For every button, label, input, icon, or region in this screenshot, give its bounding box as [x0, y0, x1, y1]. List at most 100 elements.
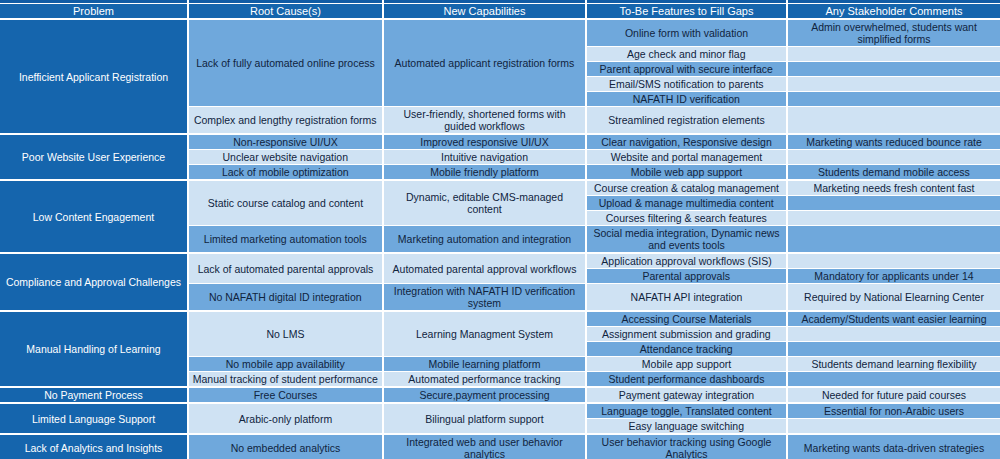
problem-cell: Compliance and Approval Challenges — [0, 253, 188, 311]
feature-cell: User behavior tracking using Google Anal… — [586, 434, 787, 459]
new-capability-cell: User-friendly, shortened forms with guid… — [383, 107, 586, 135]
comment-cell — [787, 47, 1000, 62]
root-cause-cell: No LMS — [188, 311, 383, 357]
root-cause-cell: Non-responsive UI/UX — [188, 134, 383, 150]
comment-cell — [787, 62, 1000, 77]
new-capability-cell: Secure,payment processing — [383, 387, 586, 403]
comment-cell — [787, 107, 1000, 135]
feature-cell: NAFATH ID verification — [586, 92, 787, 107]
new-capability-cell: Integration with NAFATH ID verification … — [383, 284, 586, 312]
column-header-root-causes: Root Cause(s) — [188, 4, 383, 20]
table-row: Poor Website User ExperienceNon-responsi… — [0, 134, 1000, 150]
comment-cell — [787, 196, 1000, 211]
problem-cell: No Payment Process — [0, 387, 188, 403]
comment-cell: Marketing needs fresh content fast — [787, 180, 1000, 196]
column-header-problem: Problem — [0, 4, 188, 20]
gap-analysis-table: Problem Root Cause(s) New Capabilities T… — [0, 0, 1000, 459]
feature-cell: Mobile web app support — [586, 165, 787, 181]
root-cause-cell: Lack of fully automated online process — [188, 19, 383, 107]
feature-cell: Clear navigation, Responsive design — [586, 134, 787, 150]
root-cause-cell: Lack of automated parental approvals — [188, 253, 383, 284]
header-row: Problem Root Cause(s) New Capabilities T… — [0, 4, 1000, 20]
comment-cell: Students demand learning flexibility — [787, 357, 1000, 372]
comment-cell: Required by National Elearning Center — [787, 284, 1000, 312]
table-row: Inefficient Applicant RegistrationLack o… — [0, 19, 1000, 47]
comment-cell: Academy/Students want easier learning — [787, 311, 1000, 327]
comment-cell: Admin overwhelmed, students want simplif… — [787, 19, 1000, 47]
comment-cell — [787, 419, 1000, 435]
column-header-stakeholder-comments: Any Stakeholder Comments — [787, 4, 1000, 20]
new-capability-cell: Integrated web and user behavior analyti… — [383, 434, 586, 459]
feature-cell: Language toggle, Translated content — [586, 403, 787, 419]
root-cause-cell: Static course catalog and content — [188, 180, 383, 226]
root-cause-cell: Complex and lengthy registration forms — [188, 107, 383, 135]
feature-cell: NAFATH API integration — [586, 284, 787, 312]
new-capability-cell: Bilingual platform support — [383, 403, 586, 434]
feature-cell: Attendance tracking — [586, 342, 787, 357]
gap-analysis-spreadsheet: { "palette": { "dark_blue": "#1565ad", "… — [0, 0, 1000, 459]
root-cause-cell: Manual tracking of student performance — [188, 372, 383, 388]
table-row: Compliance and Approval ChallengesLack o… — [0, 253, 1000, 269]
table-row: Low Content EngagementStatic course cata… — [0, 180, 1000, 196]
feature-cell: Parent approval with secure interface — [586, 62, 787, 77]
problem-cell: Poor Website User Experience — [0, 134, 188, 180]
comment-cell — [787, 342, 1000, 357]
feature-cell: Online form with validation — [586, 19, 787, 47]
root-cause-cell: Limited marketing automation tools — [188, 226, 383, 254]
feature-cell: Streamlined registration elements — [586, 107, 787, 135]
comment-cell: Marketing wants data-driven strategies — [787, 434, 1000, 459]
feature-cell: Email/SMS notification to parents — [586, 77, 787, 92]
feature-cell: Student performance dashboards — [586, 372, 787, 388]
new-capability-cell: Mobile learning platform — [383, 357, 586, 372]
comment-cell — [787, 211, 1000, 226]
root-cause-cell: Unclear website navigation — [188, 150, 383, 165]
feature-cell: Course creation & catalog management — [586, 180, 787, 196]
new-capability-cell: Dynamic, editable CMS-managed content — [383, 180, 586, 226]
feature-cell: Application approval workflows (SIS) — [586, 253, 787, 269]
table-row: Limited Language SupportArabic-only plat… — [0, 403, 1000, 419]
table-row: Manual Handling of LearningNo LMSLearnin… — [0, 311, 1000, 327]
new-capability-cell: Automated performance tracking — [383, 372, 586, 388]
problem-cell: Manual Handling of Learning — [0, 311, 188, 387]
new-capability-cell: Mobile friendly platform — [383, 165, 586, 181]
comment-cell — [787, 253, 1000, 269]
root-cause-cell: No NAFATH digital ID integration — [188, 284, 383, 312]
new-capability-cell: Automated parental approval workflows — [383, 253, 586, 284]
comment-cell: Marketing wants reduced bounce rate — [787, 134, 1000, 150]
root-cause-cell: Arabic-only platform — [188, 403, 383, 434]
new-capability-cell: Learning Managment System — [383, 311, 586, 357]
problem-cell: Limited Language Support — [0, 403, 188, 434]
feature-cell: Payment gateway integration — [586, 387, 787, 403]
comment-cell — [787, 372, 1000, 388]
feature-cell: Accessing Course Materials — [586, 311, 787, 327]
table-row: Lack of Analytics and InsightsNo embedde… — [0, 434, 1000, 459]
feature-cell: Upload & manage multimedia content — [586, 196, 787, 211]
new-capability-cell: Marketing automation and integration — [383, 226, 586, 254]
problem-cell: Inefficient Applicant Registration — [0, 19, 188, 134]
feature-cell: Website and portal management — [586, 150, 787, 165]
comment-cell: Mandatory for applicants under 14 — [787, 269, 1000, 284]
root-cause-cell: Free Courses — [188, 387, 383, 403]
feature-cell: Social media integration, Dynamic news a… — [586, 226, 787, 254]
comment-cell — [787, 327, 1000, 342]
root-cause-cell: No embedded analytics — [188, 434, 383, 459]
comment-cell: Essential for non-Arabic users — [787, 403, 1000, 419]
feature-cell: Mobile app support — [586, 357, 787, 372]
root-cause-cell: No mobile app availability — [188, 357, 383, 372]
table-body: Inefficient Applicant RegistrationLack o… — [0, 19, 1000, 459]
comment-cell: Students demand mobile access — [787, 165, 1000, 181]
feature-cell: Easy language switching — [586, 419, 787, 435]
comment-cell: Needed for future paid courses — [787, 387, 1000, 403]
comment-cell — [787, 226, 1000, 254]
table-header: Problem Root Cause(s) New Capabilities T… — [0, 0, 1000, 19]
problem-cell: Lack of Analytics and Insights — [0, 434, 188, 459]
feature-cell: Assignment submission and grading — [586, 327, 787, 342]
comment-cell — [787, 150, 1000, 165]
comment-cell — [787, 92, 1000, 107]
problem-cell: Low Content Engagement — [0, 180, 188, 253]
table-row: No Payment ProcessFree CoursesSecure,pay… — [0, 387, 1000, 403]
column-header-to-be-features: To-Be Features to Fill Gaps — [586, 4, 787, 20]
new-capability-cell: Intuitive navigation — [383, 150, 586, 165]
feature-cell: Courses filtering & search features — [586, 211, 787, 226]
feature-cell: Parental approvals — [586, 269, 787, 284]
